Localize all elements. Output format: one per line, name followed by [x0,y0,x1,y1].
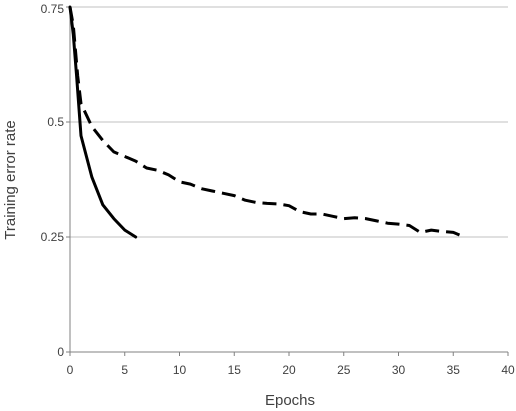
x-tick-label-0: 0 [67,363,74,377]
y-tick-label-1: 0.25 [41,230,65,244]
y-tick-labels: 0 0.25 0.5 0.75 [41,2,65,359]
x-tick-label-8: 40 [501,363,515,377]
gridlines [70,6,508,238]
series-line-solid [68,5,138,239]
axes [66,6,509,356]
y-tick-label-3: 0.75 [41,2,65,16]
x-tick-label-4: 20 [282,363,296,377]
x-tick-label-2: 10 [173,363,187,377]
y-axis-title: Training error rate [2,120,19,240]
x-tick-label-7: 35 [447,363,461,377]
series-line-dashed [68,6,465,239]
y-tick-label-0: 0 [57,345,64,359]
series-lines [68,5,465,239]
x-tick-label-5: 25 [337,363,351,377]
x-tick-labels: 0 5 10 15 20 25 30 35 40 [67,363,515,377]
x-axis-title: Epochs [265,392,315,409]
x-tick-label-1: 5 [121,363,128,377]
x-tick-label-6: 30 [392,363,406,377]
y-tick-label-2: 0.5 [47,115,64,129]
x-tick-label-3: 15 [228,363,242,377]
